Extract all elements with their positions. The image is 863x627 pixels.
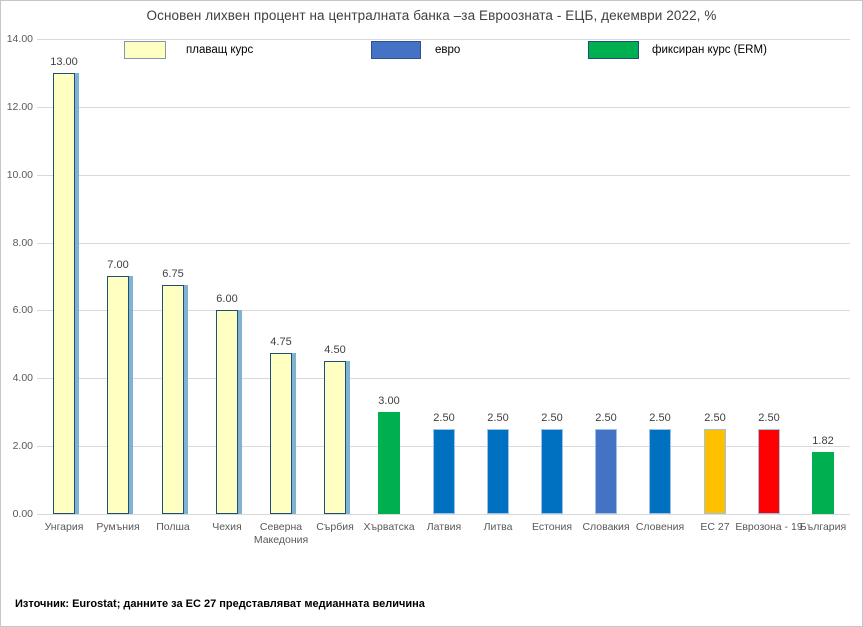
bar-Полша <box>162 285 184 514</box>
bar-Унгария <box>53 73 75 514</box>
bar-Литва <box>487 429 509 514</box>
legend-swatch-floating-rate <box>124 41 166 59</box>
x-axis-category-label: Полша <box>156 521 190 533</box>
bar-value-label: 2.50 <box>649 412 671 424</box>
x-axis-category-label: Словения <box>635 521 685 533</box>
gridline <box>37 378 850 379</box>
legend-label-euro: евро <box>435 44 461 56</box>
bar-value-label: 1.82 <box>812 435 834 447</box>
bar-value-label: 7.00 <box>107 259 129 271</box>
legend-swatch-fixed-rate-erm <box>588 41 639 59</box>
bar-value-label: 2.50 <box>595 412 617 424</box>
chart-title: Основен лихвен процент на централната ба… <box>146 8 717 23</box>
x-axis-category-label: Еврозона - 19 <box>735 521 803 533</box>
bar-value-label: 2.50 <box>541 412 563 424</box>
y-axis-tick-label: 12.00 <box>6 101 33 113</box>
bar-Чехия <box>216 310 238 514</box>
bar-value-label: 6.00 <box>216 293 238 305</box>
gridline <box>37 514 850 515</box>
x-axis-category-label: Румъния <box>96 521 140 533</box>
legend-label-fixed-rate-erm: фиксиран курс (ERM) <box>652 44 767 56</box>
x-axis-category-label: Литва <box>483 521 513 533</box>
gridline <box>37 39 850 40</box>
bar-Еврозона - 19 <box>758 429 780 514</box>
bar-ЕС 27 <box>704 429 726 514</box>
bar-Сърбия <box>324 361 346 514</box>
source-note: Източник: Eurostat; данните за ЕС 27 пре… <box>15 598 425 610</box>
y-axis-tick-label: 6.00 <box>12 304 33 316</box>
bar-Хърватска <box>378 412 400 514</box>
y-axis-tick-label: 4.00 <box>12 372 33 384</box>
y-axis-tick-label: 2.00 <box>12 440 33 452</box>
y-axis-tick-label: 14.00 <box>6 33 33 45</box>
gridline <box>37 243 850 244</box>
x-axis-category-label: Хърватска <box>363 521 415 533</box>
bar-value-label: 4.75 <box>270 336 292 348</box>
bar-България <box>812 452 834 514</box>
gridline <box>37 310 850 311</box>
y-axis-tick-label: 8.00 <box>12 237 33 249</box>
x-axis-category-label: Унгария <box>44 521 84 533</box>
x-axis-category-label: Чехия <box>212 521 242 533</box>
bar-value-label: 13.00 <box>50 56 78 68</box>
bar-value-label: 2.50 <box>433 412 455 424</box>
x-axis-category-label: Естония <box>531 521 573 533</box>
bar-value-label: 2.50 <box>487 412 509 424</box>
x-axis-category-label: Латвия <box>426 521 462 533</box>
bar-Словакия <box>595 429 617 514</box>
bar-value-label: 4.50 <box>324 344 346 356</box>
gridline <box>37 107 850 108</box>
bar-Естония <box>541 429 563 514</box>
x-axis-category-label: ЕС 27 <box>700 521 730 533</box>
legend-swatch-euro <box>371 41 421 59</box>
bar-Северна Македония <box>270 353 292 514</box>
x-axis-category-label: Сърбия <box>316 521 354 533</box>
bar-value-label: 2.50 <box>704 412 726 424</box>
x-axis-category-label: България <box>799 521 847 533</box>
y-axis-tick-label: 10.00 <box>6 169 33 181</box>
bar-value-label: 3.00 <box>378 395 400 407</box>
x-axis-category-label: Северна Македония <box>253 521 309 546</box>
x-axis-category-label: Словакия <box>582 521 630 533</box>
bar-value-label: 6.75 <box>162 268 184 280</box>
y-axis-tick-label: 0.00 <box>12 508 33 520</box>
gridline <box>37 175 850 176</box>
legend-label-floating-rate: плаващ курс <box>186 44 254 56</box>
bar-Румъния <box>107 276 129 514</box>
bar-Латвия <box>433 429 455 514</box>
bar-Словения <box>649 429 671 514</box>
bar-value-label: 2.50 <box>758 412 780 424</box>
